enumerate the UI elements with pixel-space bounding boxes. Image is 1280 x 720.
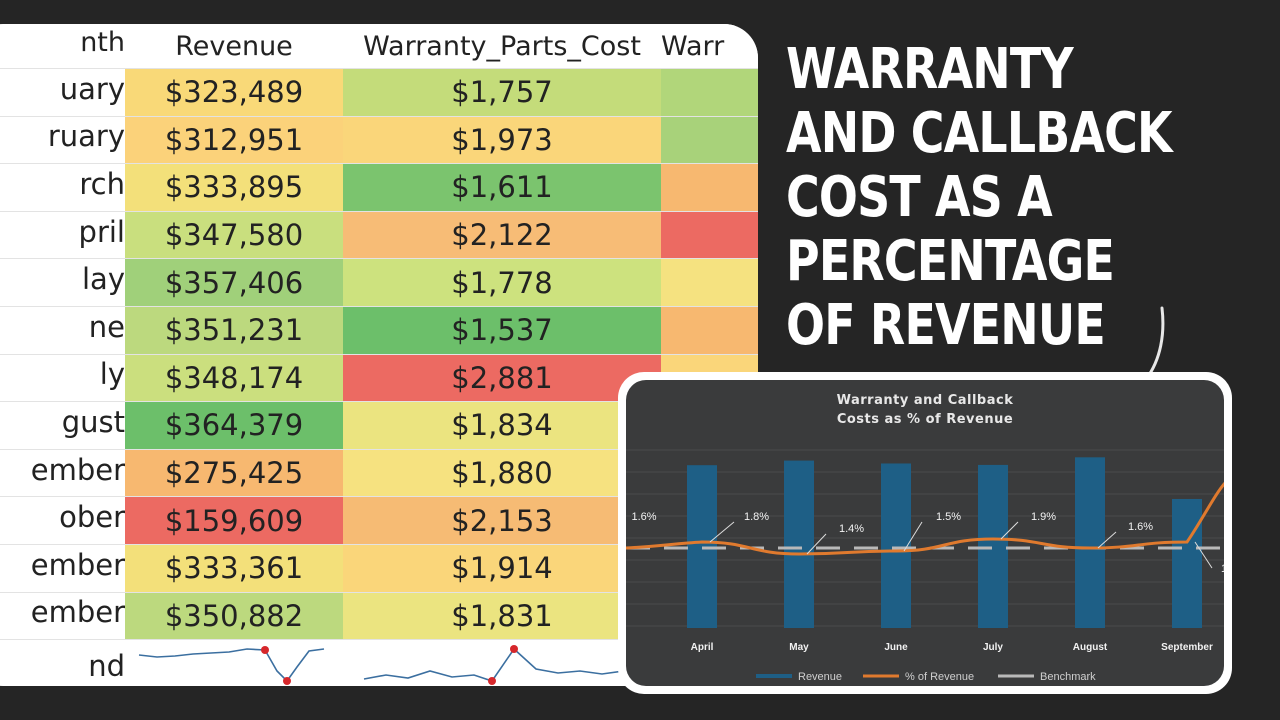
revenue-bar <box>784 460 814 628</box>
revenue-bar <box>881 463 911 628</box>
category-label: July <box>983 642 1003 653</box>
trend-label: nd <box>0 639 125 686</box>
point-label: 1.8 <box>1221 563 1224 575</box>
warranty-cost-cell[interactable]: $1,778 <box>343 258 661 307</box>
revenue-bar <box>978 464 1008 628</box>
revenue-cell[interactable]: $364,379 <box>125 401 343 450</box>
point-label: 1.8% <box>744 511 769 523</box>
warranty-cost-cell[interactable]: $1,831 <box>343 592 661 641</box>
month-cell[interactable]: gust <box>0 401 125 450</box>
revenue-cell[interactable]: $312,951 <box>125 116 343 165</box>
revenue-sparkline <box>138 645 325 685</box>
category-label: September <box>1161 642 1213 653</box>
leader-line <box>1097 531 1117 549</box>
month-cell[interactable]: ober <box>0 496 125 545</box>
leader-line <box>1000 521 1019 540</box>
leader-line <box>806 533 827 555</box>
header-month[interactable]: nth <box>0 24 125 69</box>
revenue-bar <box>1172 498 1202 628</box>
leader-line <box>1194 541 1213 569</box>
header-row: nth Revenue Warranty_Parts_Cost Warr <box>0 24 758 69</box>
month-cell[interactable]: ne <box>0 306 125 355</box>
revenue-cell[interactable]: $275,425 <box>125 449 343 498</box>
table-row: ruary $312,951 $1,973 <box>0 116 758 165</box>
leader-line <box>903 521 923 552</box>
warranty-cost-cell[interactable]: $2,881 <box>343 354 661 403</box>
point-label: 1.4% <box>839 523 864 535</box>
chart-panel: Warranty and Callback Costs as % of Reven… <box>626 380 1224 686</box>
warranty-clipped-cell[interactable] <box>661 116 758 165</box>
warranty-cost-cell[interactable]: $1,834 <box>343 401 661 450</box>
revenue-cell[interactable]: $350,882 <box>125 592 343 641</box>
month-cell[interactable]: ember <box>0 544 125 593</box>
warranty-cost-cell[interactable]: $2,153 <box>343 496 661 545</box>
category-label: May <box>789 642 809 653</box>
table-row: ne $351,231 $1,537 <box>0 306 758 355</box>
revenue-cell[interactable]: $357,406 <box>125 258 343 307</box>
point-label: 1.6% <box>1128 521 1153 533</box>
legend-label: Revenue <box>798 671 842 683</box>
percent-line <box>626 482 1224 556</box>
revenue-cell[interactable]: $347,580 <box>125 211 343 260</box>
warranty-cost-cell[interactable]: $1,611 <box>343 163 661 212</box>
table-row: pril $347,580 $2,122 <box>0 211 758 260</box>
point-label: 1.6% <box>631 511 656 523</box>
legend-label: % of Revenue <box>905 671 974 683</box>
warranty-clipped-cell[interactable] <box>661 211 758 260</box>
header-warranty-clipped[interactable]: Warr <box>661 24 758 69</box>
warranty-clipped-cell[interactable] <box>661 306 758 355</box>
warranty-cost-cell[interactable]: $1,973 <box>343 116 661 165</box>
leader-line <box>709 521 735 543</box>
table-row: uary $323,489 $1,757 <box>0 68 758 117</box>
category-label: April <box>691 642 714 653</box>
month-cell[interactable]: pril <box>0 211 125 260</box>
revenue-sparkline-cell <box>125 639 343 686</box>
cost-sparkline <box>363 644 647 685</box>
warranty-clipped-cell[interactable] <box>661 258 758 307</box>
month-cell[interactable]: ruary <box>0 116 125 165</box>
warranty-cost-cell[interactable]: $1,757 <box>343 68 661 117</box>
headline: WARRANTY AND CALLBACK COST AS A PERCENTA… <box>786 37 1173 358</box>
warranty-clipped-cell[interactable] <box>661 68 758 117</box>
month-cell[interactable]: lay <box>0 258 125 307</box>
cost-sparkline-cell <box>343 639 661 686</box>
warranty-cost-cell[interactable]: $1,537 <box>343 306 661 355</box>
header-revenue[interactable]: Revenue <box>125 24 343 69</box>
header-warranty-clipped-text: Warr <box>661 30 725 62</box>
warranty-clipped-cell[interactable] <box>661 163 758 212</box>
month-cell[interactable]: ember <box>0 592 125 641</box>
revenue-cell[interactable]: $351,231 <box>125 306 343 355</box>
point-label: 1.9% <box>1031 511 1056 523</box>
table-row: lay $357,406 $1,778 <box>0 258 758 307</box>
chart-title: Costs as % of Revenue <box>837 412 1013 427</box>
point-label: 1.5% <box>936 511 961 523</box>
table-row: rch $333,895 $1,611 <box>0 163 758 212</box>
month-cell[interactable]: ember <box>0 449 125 498</box>
month-cell[interactable]: rch <box>0 163 125 212</box>
table-row: ly $348,174 $2,881 <box>0 354 758 403</box>
revenue-cell[interactable]: $333,895 <box>125 163 343 212</box>
header-warranty-parts-cost[interactable]: Warranty_Parts_Cost <box>343 24 661 69</box>
category-label: August <box>1073 642 1108 653</box>
month-cell[interactable]: uary <box>0 68 125 117</box>
category-label: June <box>884 642 908 653</box>
revenue-bar <box>1075 457 1105 628</box>
warranty-cost-cell[interactable]: $1,914 <box>343 544 661 593</box>
warranty-cost-cell[interactable]: $1,880 <box>343 449 661 498</box>
chart-title: Warranty and Callback <box>837 393 1014 408</box>
revenue-cell[interactable]: $159,609 <box>125 496 343 545</box>
combo-chart: Warranty and Callback Costs as % of Reven… <box>626 393 1224 683</box>
legend-label: Benchmark <box>1040 671 1096 683</box>
revenue-cell[interactable]: $323,489 <box>125 68 343 117</box>
chart-card: Warranty and Callback Costs as % of Reven… <box>618 372 1232 694</box>
revenue-cell[interactable]: $348,174 <box>125 354 343 403</box>
revenue-cell[interactable]: $333,361 <box>125 544 343 593</box>
month-cell[interactable]: ly <box>0 354 125 403</box>
warranty-cost-cell[interactable]: $2,122 <box>343 211 661 260</box>
